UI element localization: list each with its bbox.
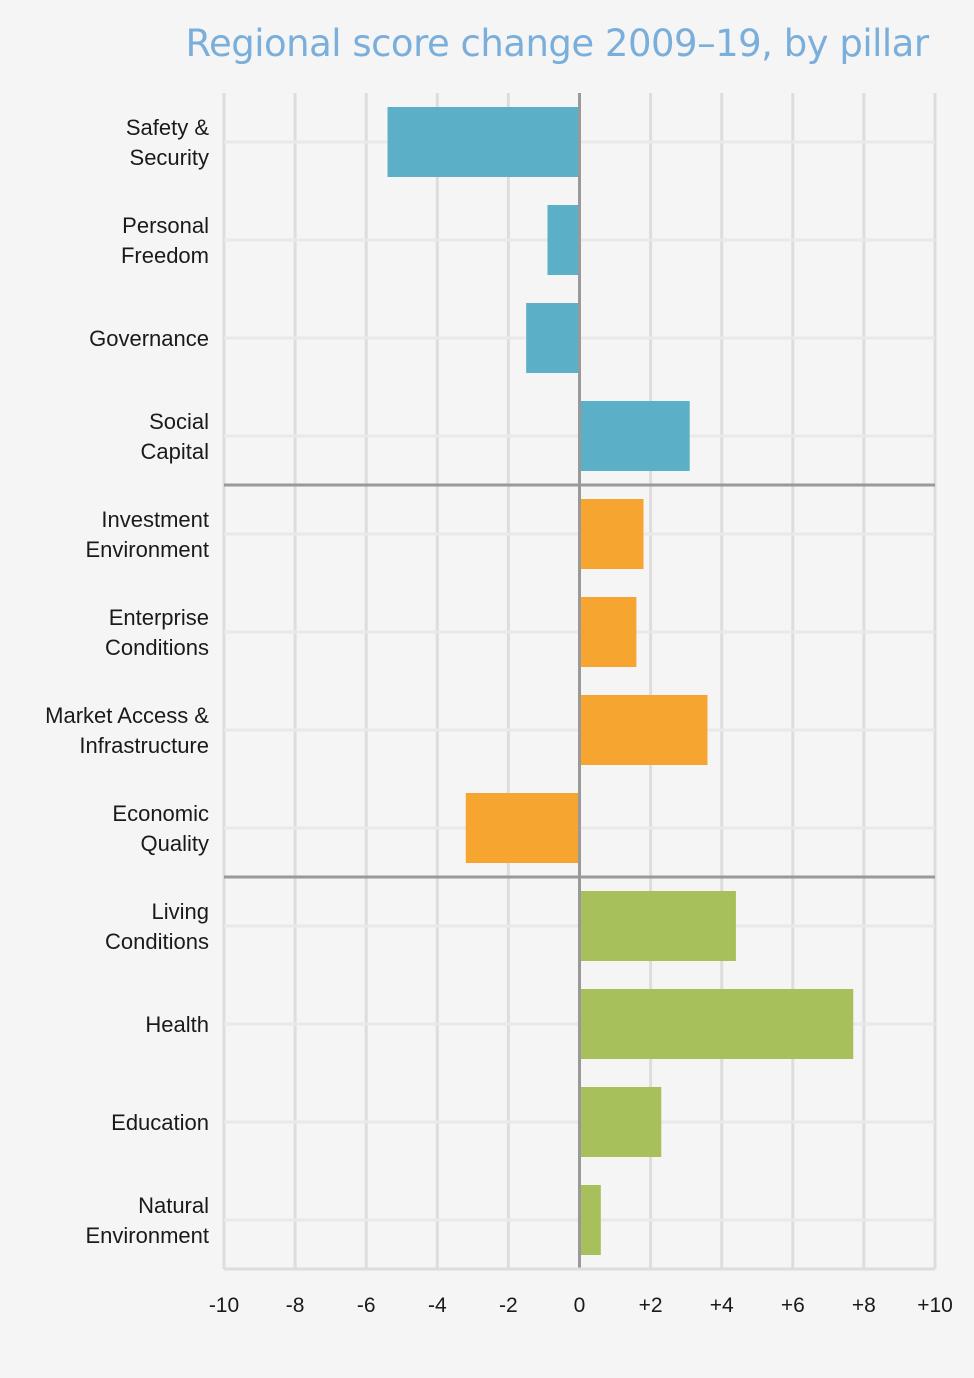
bar xyxy=(579,1087,662,1157)
category-label: Infrastructure xyxy=(79,733,209,758)
bar xyxy=(579,597,637,667)
category-label: Health xyxy=(145,1012,209,1037)
category-label: Capital xyxy=(141,439,209,464)
x-tick-label: +2 xyxy=(639,1294,663,1317)
x-tick-label: +6 xyxy=(781,1294,805,1317)
category-label: Freedom xyxy=(121,243,209,268)
category-label: Conditions xyxy=(105,929,209,954)
category-label: Enterprise xyxy=(109,605,209,630)
category-label: Environment xyxy=(85,537,209,562)
x-tick-label: +10 xyxy=(917,1294,953,1317)
chart-title: Regional score change 2009–19, by pillar xyxy=(185,22,929,65)
bar xyxy=(579,695,708,765)
x-tick-label: -8 xyxy=(286,1294,305,1317)
x-tick-label: +8 xyxy=(852,1294,876,1317)
category-label: Living xyxy=(152,899,209,924)
bar xyxy=(387,107,580,177)
x-tick-label: -10 xyxy=(209,1294,239,1317)
category-label: Quality xyxy=(141,831,209,856)
category-label: Security xyxy=(130,145,209,170)
category-label: Governance xyxy=(89,326,209,351)
x-tick-label: 0 xyxy=(574,1294,586,1317)
bar xyxy=(579,989,854,1059)
bar xyxy=(465,793,580,863)
x-tick-label: -6 xyxy=(357,1294,376,1317)
x-tick-label: -2 xyxy=(499,1294,518,1317)
category-label: Safety & xyxy=(126,115,209,140)
category-label: Social xyxy=(149,409,209,434)
category-label: Personal xyxy=(122,213,209,238)
category-label: Market Access & xyxy=(45,703,209,728)
category-label: Education xyxy=(111,1110,209,1135)
category-label: Investment xyxy=(101,507,209,532)
bar xyxy=(579,1185,601,1255)
x-tick-label: -4 xyxy=(428,1294,447,1317)
bar xyxy=(579,891,736,961)
category-label: Natural xyxy=(138,1193,209,1218)
x-tick-label: +4 xyxy=(710,1294,734,1317)
bar xyxy=(547,205,580,275)
category-label: Environment xyxy=(85,1223,209,1248)
bar xyxy=(579,499,644,569)
bar xyxy=(579,401,690,471)
category-label: Conditions xyxy=(105,635,209,660)
bar xyxy=(526,303,580,373)
category-label: Economic xyxy=(112,801,209,826)
